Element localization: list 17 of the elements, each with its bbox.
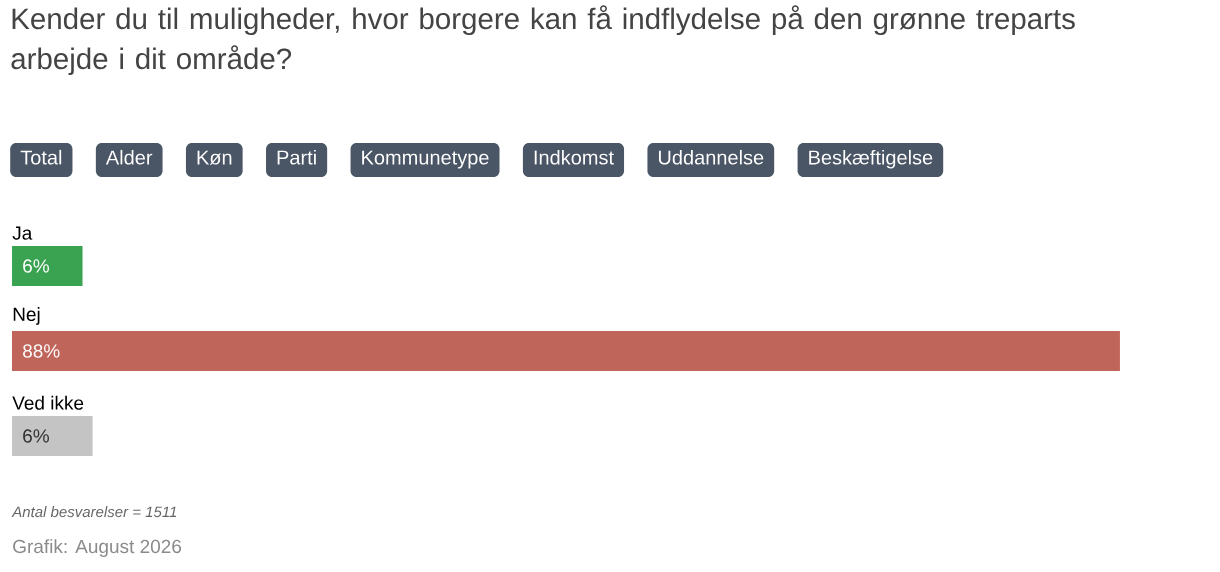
- y-tick-label: Ja: [12, 226, 33, 240]
- y-tick-label: Nej: [13, 307, 40, 325]
- text: Parti: [277, 149, 316, 165]
- text: Kommunetype: [362, 150, 489, 169]
- text: Grafik: August 2026: [13, 539, 182, 557]
- text: Total: [20, 149, 62, 165]
- text: Køn: [197, 150, 232, 165]
- data-label: 6%: [23, 259, 49, 273]
- data-label: 6%: [23, 429, 49, 443]
- data-label: 88%: [23, 344, 60, 358]
- text: Uddannelse: [658, 149, 764, 165]
- text: Beskæftigelse: [809, 149, 933, 169]
- text: Antal besvarelser = 1511: [11, 506, 177, 518]
- text: Indkomst: [534, 149, 614, 165]
- chart-title: Kender du til muligheder, hvor borgere kan få indflydelse på den grønne treparts arbejde i dit område?: [11, 5, 1075, 76]
- y-tick-label: Ved ikke: [12, 395, 84, 410]
- text: Alder: [105, 149, 153, 165]
